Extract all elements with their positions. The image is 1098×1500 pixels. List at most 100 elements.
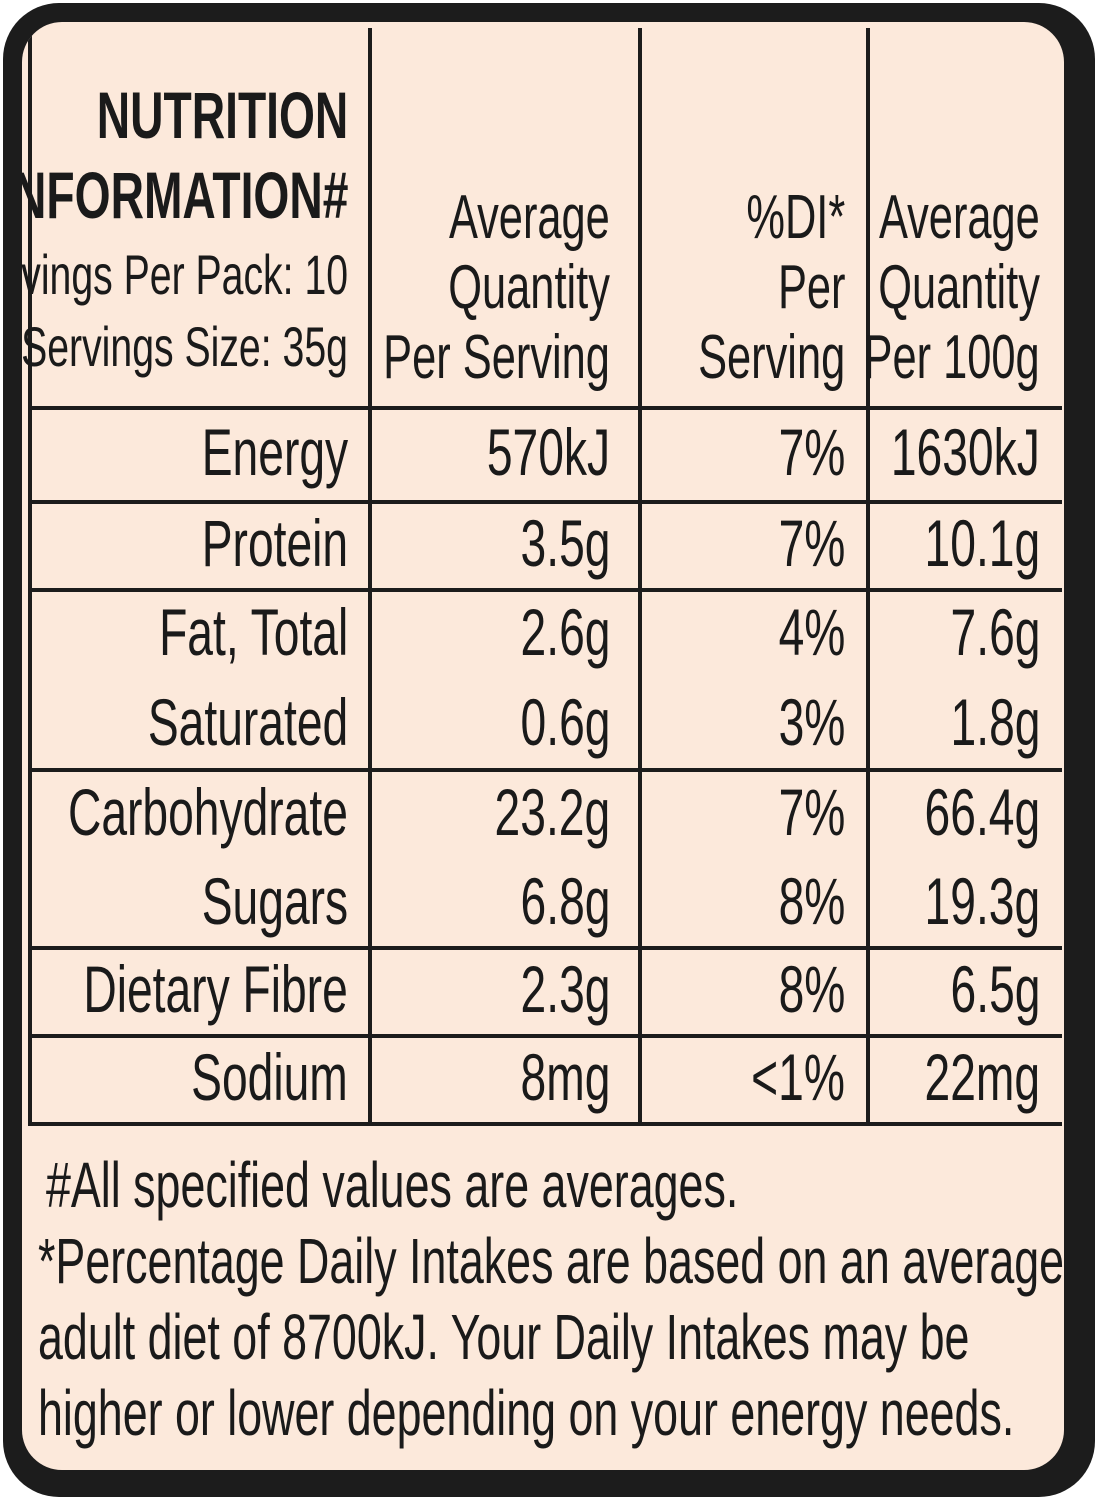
nutrient-name: Sugars [139,868,348,934]
column-header: Per [749,257,845,319]
nutrient-value-text: 570kJ [486,415,610,489]
column-header: Average [810,187,1040,249]
nutrient-value: 7% [750,779,845,845]
nutrient-value: 8% [750,868,845,934]
panel-title-text: NUTRITION [96,78,348,152]
nutrient-value: <1% [711,1044,845,1110]
column-header: Per Serving [286,327,610,389]
nutrient-value: 6.8g [482,868,610,934]
column-header-text: Quantity [878,253,1040,322]
nutrient-value: 1630kJ [827,419,1040,485]
servings-info: Servings Per Pack: 10 [22,247,348,303]
nutrient-value: 4% [750,599,845,665]
nutrient-value: 7.6g [912,599,1040,665]
nutrient-value: 7% [750,419,845,485]
column-header: Quantity [809,257,1040,319]
nutrient-value-text: 1630kJ [891,415,1040,489]
footnote-text: adult diet of 8700kJ. Your Daily Intakes… [38,1301,970,1373]
row-rule [28,1122,1062,1126]
footnote-text: #All specified values are averages. [46,1149,739,1221]
column-header-text: Per Serving [383,323,610,392]
servings-info: Servings Size: 35g [22,319,348,375]
nutrient-value: 10.1g [875,510,1040,576]
nutrient-name: Fat, Total [78,599,348,665]
column-rule [368,28,372,1124]
nutrient-value-text: 22mg [924,1040,1040,1114]
nutrient-value: 0.6g [482,689,610,755]
footnote: adult diet of 8700kJ. Your Daily Intakes… [38,1305,1064,1369]
footnote-text: *Percentage Daily Intakes are based on a… [38,1225,1064,1297]
nutrient-value-text: 8mg [520,1040,610,1114]
footnote: #All specified values are averages. [46,1153,1035,1217]
column-header-text: Serving [697,323,845,392]
nutrient-value: 1.8g [912,689,1040,755]
nutrient-name-text: Sodium [191,1040,348,1114]
row-rule [28,1034,1062,1038]
nutrient-value-text: 8% [778,863,845,938]
column-header: %DI* [704,187,845,249]
column-header-text: Average [879,183,1040,252]
nutrient-value-text: 6.5g [950,952,1040,1026]
nutrient-value-text: 7% [778,506,845,580]
column-header: Average [380,187,610,249]
nutrient-value-text: 23.2g [494,774,610,849]
nutrient-value: 66.4g [875,779,1040,845]
column-header-text: Per 100g [863,323,1040,392]
nutrient-name-text: Saturated [147,685,348,759]
nutrition-panel: NUTRITION INFORMATION# Servings Per Pack: … [22,22,1064,1470]
row-rule [28,406,1062,410]
nutrient-value-text: 6.8g [520,863,610,938]
nutrient-name-text: Sugars [201,863,348,938]
footnote: *Percentage Daily Intakes are based on a… [38,1229,1064,1293]
nutrient-value: 570kJ [434,419,610,485]
panel-title: INFORMATION# [22,162,348,228]
column-header: Quantity [379,257,610,319]
nutrient-value-text: 0.6g [520,685,610,759]
nutrient-value-text: 3.5g [520,506,610,580]
nutrient-value: 8mg [482,1044,610,1110]
servings-info-text: Servings Size: 35g [22,315,348,378]
nutrient-value-text: 2.3g [520,952,610,1026]
footnote-text: higher or lower depending on your energy… [38,1377,1015,1449]
nutrient-value: 2.3g [482,956,610,1022]
nutrient-value-text: 7.6g [950,595,1040,669]
nutrient-value-text: 1.8g [950,685,1040,759]
nutrient-value-text: 7% [778,774,845,849]
nutrient-value: 3% [750,689,845,755]
nutrient-value-text: 8% [778,952,845,1026]
nutrient-name-text: Fat, Total [158,595,348,669]
nutrient-name: Sodium [124,1044,348,1110]
column-rule [28,28,32,1124]
panel-title-text: INFORMATION# [22,158,348,232]
panel-title: NUTRITION [22,82,348,148]
column-rule [638,28,642,1124]
column-rule [866,28,870,1124]
servings-info-text: Servings Per Pack: 10 [22,243,348,306]
nutrient-value-text: 10.1g [924,506,1040,580]
nutrient-value-text: 66.4g [924,774,1040,849]
row-rule [28,588,1062,592]
nutrient-name: Carbohydrate [22,779,348,845]
column-header-text: %DI* [746,183,845,252]
column-header-text: Per [777,253,845,322]
footnote: higher or lower depending on your energy… [38,1381,1064,1445]
nutrient-value-text: <1% [751,1040,845,1114]
nutrient-value: 8% [750,956,845,1022]
nutrient-name: Energy [139,419,348,485]
row-rule [28,768,1062,772]
nutrient-name: Protein [139,510,348,576]
nutrient-value-text: 4% [778,595,845,669]
nutrient-name-text: Dietary Fibre [83,952,348,1026]
nutrient-value: 7% [750,510,845,576]
nutrient-value-text: 7% [778,415,845,489]
column-header-text: Average [449,183,610,252]
row-rule [28,946,1062,950]
nutrient-name: Dietary Fibre [22,956,348,1022]
nutrient-name: Saturated [62,689,348,755]
nutrient-value-text: 19.3g [924,863,1040,938]
nutrient-value-text: 2.6g [520,595,610,669]
nutrient-value: 6.5g [912,956,1040,1022]
nutrient-name-text: Protein [201,506,348,580]
nutrient-value: 2.6g [482,599,610,665]
